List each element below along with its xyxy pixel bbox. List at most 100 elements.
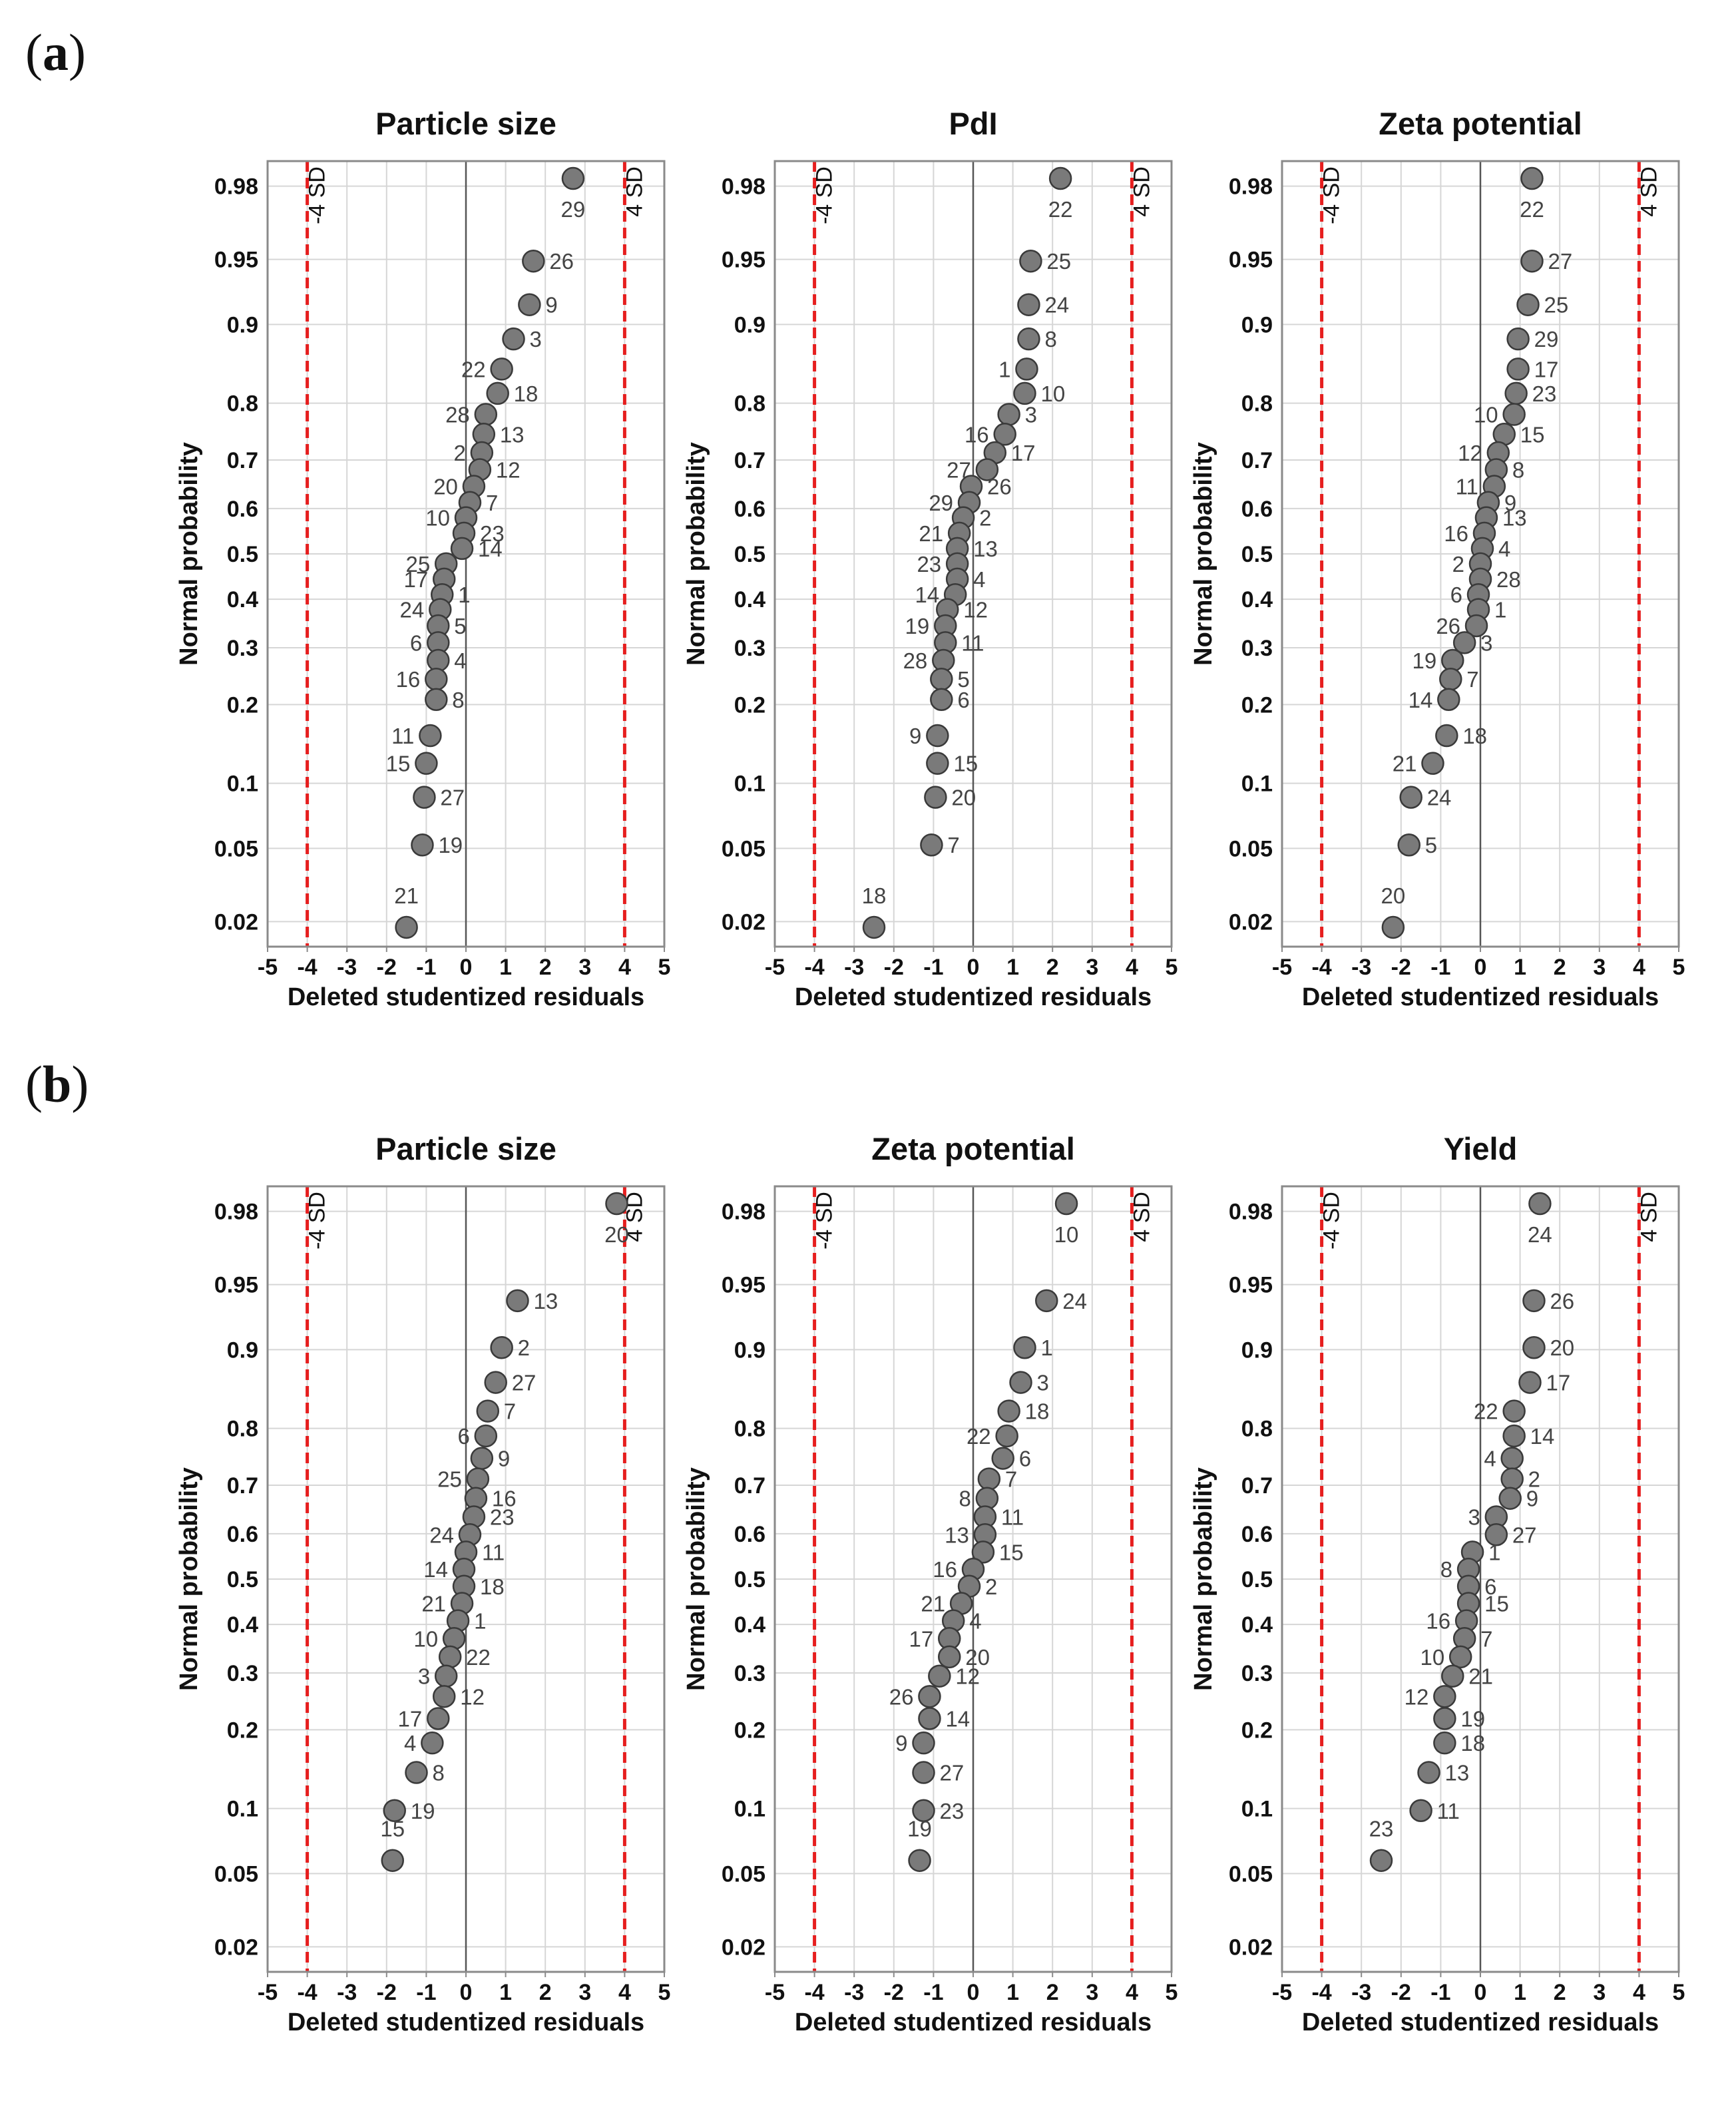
y-tick-label: 0.1 bbox=[227, 772, 258, 797]
x-tick-label: -4 bbox=[804, 1980, 824, 2005]
point-label: 3 bbox=[1468, 1505, 1480, 1529]
data-point bbox=[1017, 293, 1040, 316]
plus-4sd-label: 4 SD bbox=[1129, 1192, 1154, 1242]
data-point bbox=[476, 1399, 500, 1423]
point-label: 16 bbox=[933, 1557, 957, 1582]
data-point bbox=[395, 915, 418, 939]
x-tick-label: 3 bbox=[1593, 1980, 1606, 2005]
y-tick-label: 0.8 bbox=[227, 391, 258, 417]
x-tick-label: -5 bbox=[765, 955, 785, 980]
data-point bbox=[1452, 631, 1476, 654]
y-tick-label: 0.05 bbox=[722, 1861, 765, 1887]
data-point bbox=[486, 381, 509, 405]
y-tick-label: 0.4 bbox=[734, 587, 765, 612]
x-tick-label: -2 bbox=[1391, 955, 1411, 980]
point-label: 8 bbox=[959, 1487, 971, 1511]
point-label: 2 bbox=[1528, 1467, 1540, 1492]
data-point bbox=[1437, 688, 1460, 712]
data-point bbox=[383, 1799, 406, 1823]
x-tick-label: -3 bbox=[844, 1980, 864, 2005]
point-label: 24 bbox=[1044, 293, 1069, 318]
point-group bbox=[395, 166, 585, 939]
data-point bbox=[421, 1731, 444, 1755]
point-label: 16 bbox=[965, 422, 989, 447]
data-point bbox=[1048, 166, 1072, 190]
y-tick-label: 0.95 bbox=[214, 1273, 258, 1298]
data-point bbox=[997, 403, 1020, 426]
point-label: 20 bbox=[604, 1222, 629, 1247]
x-tick-label: 3 bbox=[1086, 955, 1098, 980]
y-axis-label: Normal probability bbox=[175, 1467, 203, 1691]
point-group bbox=[908, 1192, 1078, 1872]
y-tick-label: 0.6 bbox=[734, 497, 765, 522]
point-label: 23 bbox=[917, 552, 941, 577]
x-axis-label: Deleted studentized residuals bbox=[288, 2008, 644, 2036]
data-point bbox=[926, 724, 949, 748]
x-tick-label: -3 bbox=[1351, 955, 1371, 980]
chart-title: Particle size bbox=[375, 106, 556, 141]
data-point bbox=[1019, 249, 1042, 273]
point-label: 11 bbox=[482, 1540, 505, 1564]
data-point bbox=[1500, 1447, 1524, 1470]
x-axis-label: Deleted studentized residuals bbox=[288, 983, 644, 1011]
y-tick-label: 0.5 bbox=[227, 1567, 258, 1592]
point-label: 25 bbox=[1544, 293, 1569, 318]
point-label: 13 bbox=[945, 1523, 969, 1547]
data-point bbox=[937, 1645, 961, 1669]
data-point bbox=[1464, 614, 1488, 638]
point-label: 5 bbox=[454, 614, 466, 638]
point-label: 9 bbox=[498, 1447, 510, 1471]
point-label: 22 bbox=[466, 1645, 491, 1670]
point-label: 11 bbox=[1456, 475, 1478, 499]
minus-4sd-label: -4 SD bbox=[1319, 166, 1345, 224]
x-tick-label: -5 bbox=[1272, 955, 1292, 980]
point-label: 23 bbox=[480, 521, 505, 546]
y-tick-label: 0.3 bbox=[227, 636, 258, 661]
data-point bbox=[1502, 1399, 1526, 1423]
x-axis-label: Deleted studentized residuals bbox=[795, 2008, 1152, 2036]
plus-4sd-label: 4 SD bbox=[1636, 1192, 1661, 1242]
point-label: 15 bbox=[999, 1540, 1024, 1564]
y-tick-label: 0.2 bbox=[227, 692, 258, 718]
point-label: 9 bbox=[1504, 491, 1516, 515]
data-point bbox=[920, 833, 943, 857]
y-tick-label: 0.7 bbox=[227, 448, 258, 473]
point-label: 3 bbox=[1480, 630, 1492, 655]
x-tick-label: -1 bbox=[923, 1980, 943, 2005]
y-tick-label: 0.7 bbox=[1241, 448, 1273, 473]
x-tick-label: 1 bbox=[1006, 955, 1019, 980]
data-point bbox=[1498, 1487, 1522, 1510]
point-label: 15 bbox=[1484, 1592, 1509, 1616]
y-tick-label: 0.5 bbox=[1241, 542, 1273, 567]
point-label: 12 bbox=[460, 1684, 485, 1709]
x-tick-label: -5 bbox=[258, 955, 278, 980]
y-tick-label: 0.05 bbox=[214, 836, 258, 861]
data-point bbox=[1502, 1424, 1526, 1448]
point-label: 24 bbox=[429, 1523, 454, 1547]
point-label: 7 bbox=[1466, 667, 1478, 692]
x-tick-label: 0 bbox=[1474, 955, 1487, 980]
data-point bbox=[928, 1664, 951, 1688]
x-tick-label: -4 bbox=[804, 955, 824, 980]
point-label: 27 bbox=[947, 457, 971, 482]
x-tick-label: -1 bbox=[1430, 955, 1450, 980]
point-label: 15 bbox=[386, 752, 411, 776]
point-label: 4 bbox=[1484, 1447, 1496, 1471]
y-tick-label: 0.95 bbox=[722, 248, 765, 273]
y-tick-label: 0.5 bbox=[734, 542, 765, 567]
x-tick-label: -5 bbox=[765, 1980, 785, 2005]
x-axis-label: Deleted studentized residuals bbox=[1302, 983, 1659, 1011]
minus-4sd-label: -4 SD bbox=[1319, 1192, 1345, 1250]
point-label: 12 bbox=[963, 598, 988, 622]
data-point bbox=[1421, 752, 1444, 775]
point-label: 14 bbox=[945, 1706, 970, 1731]
point-label: 20 bbox=[965, 1645, 990, 1670]
point-label: 23 bbox=[1532, 381, 1557, 406]
y-tick-label: 0.9 bbox=[1241, 1337, 1273, 1363]
data-point bbox=[918, 1685, 941, 1708]
x-tick-label: 1 bbox=[1006, 1980, 1019, 2005]
point-label: 10 bbox=[1054, 1222, 1079, 1247]
y-tick-label: 0.95 bbox=[722, 1273, 765, 1298]
data-point bbox=[924, 786, 947, 809]
point-label: 18 bbox=[1460, 1731, 1485, 1756]
